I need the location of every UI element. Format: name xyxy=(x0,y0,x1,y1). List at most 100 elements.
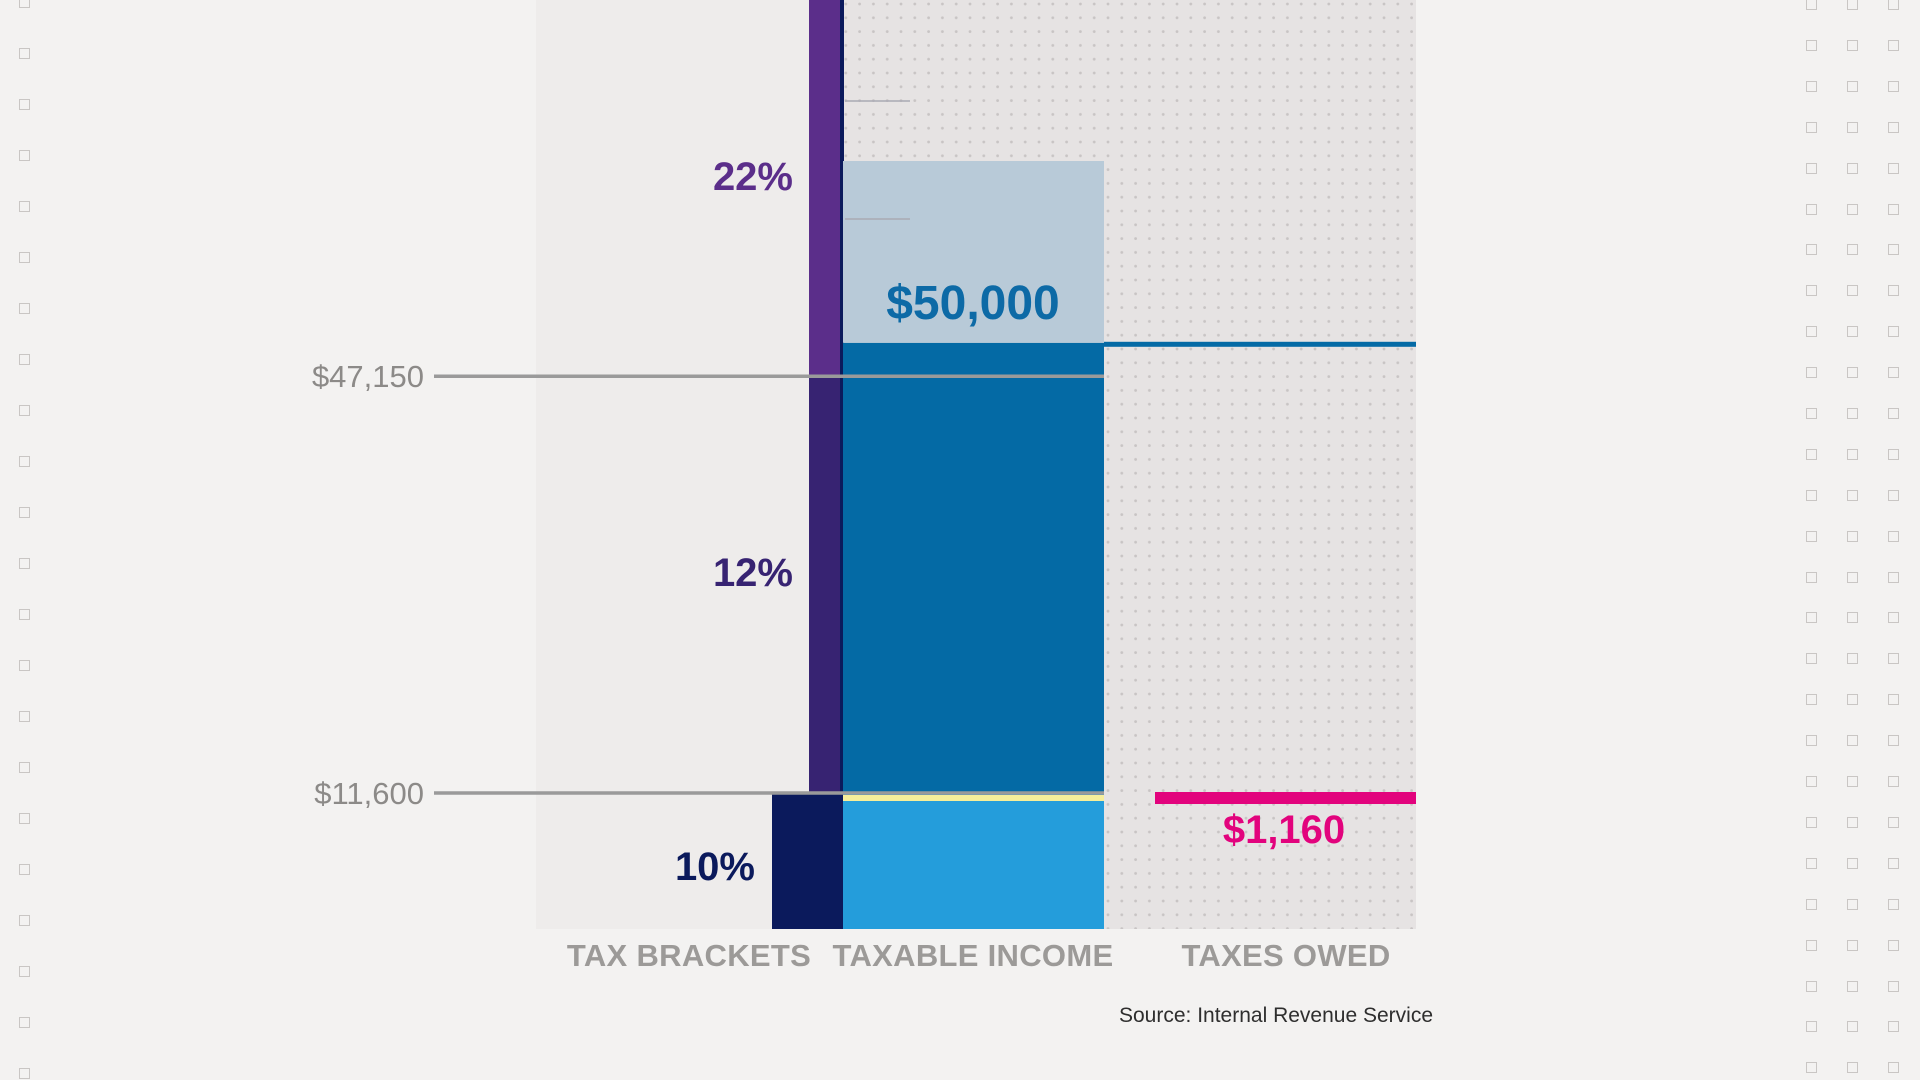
square-pattern-left xyxy=(19,507,30,518)
square-pattern-left xyxy=(19,915,30,926)
square-pattern-right xyxy=(1806,858,1817,869)
square-pattern-right xyxy=(1847,326,1858,337)
bracket-bar-22pct xyxy=(809,0,843,377)
square-pattern-right xyxy=(1806,612,1817,623)
x-tick-tax-brackets: TAX BRACKETS xyxy=(566,938,812,973)
square-pattern-right xyxy=(1847,694,1858,705)
bracket-bar-10pct xyxy=(772,793,843,929)
square-pattern-right xyxy=(1847,285,1858,296)
income-bar-10pct xyxy=(843,793,1104,929)
square-pattern-right xyxy=(1806,1021,1817,1032)
square-pattern-right xyxy=(1806,0,1817,10)
square-pattern-right xyxy=(1847,408,1858,419)
square-pattern-left xyxy=(19,201,30,212)
square-pattern-left xyxy=(19,0,30,8)
square-pattern-left xyxy=(19,99,30,110)
square-pattern-right xyxy=(1847,858,1858,869)
income-projection-area xyxy=(843,161,1104,343)
square-pattern-right xyxy=(1888,572,1899,583)
square-pattern-left xyxy=(19,405,30,416)
square-pattern-right xyxy=(1888,531,1899,542)
square-pattern-right xyxy=(1888,408,1899,419)
square-pattern-right xyxy=(1847,367,1858,378)
square-pattern-right xyxy=(1888,776,1899,787)
square-pattern-left xyxy=(19,711,30,722)
square-pattern-left xyxy=(19,966,30,977)
square-pattern-left xyxy=(19,1068,30,1079)
square-pattern-left xyxy=(19,354,30,365)
square-pattern-right xyxy=(1847,449,1858,460)
square-pattern-right xyxy=(1806,326,1817,337)
square-pattern-right xyxy=(1847,817,1858,828)
square-pattern-left xyxy=(19,48,30,59)
square-pattern-right xyxy=(1888,1062,1899,1073)
square-pattern-right xyxy=(1806,163,1817,174)
square-pattern-left xyxy=(19,864,30,875)
square-pattern-right xyxy=(1806,899,1817,910)
rate-label-10pct: 10% xyxy=(675,845,755,889)
square-pattern-right xyxy=(1847,735,1858,746)
income-level-line xyxy=(1104,341,1416,347)
square-pattern-right xyxy=(1806,735,1817,746)
square-pattern-right xyxy=(1847,1021,1858,1032)
square-pattern-right xyxy=(1888,326,1899,337)
source-note: Source: Internal Revenue Service xyxy=(1119,1004,1434,1027)
threshold-label-1: $47,150 xyxy=(312,359,424,394)
rate-label-22pct: 22% xyxy=(713,155,793,199)
square-pattern-right xyxy=(1806,694,1817,705)
square-pattern-right xyxy=(1806,531,1817,542)
rate-label-12pct: 12% xyxy=(713,551,793,595)
square-pattern-left xyxy=(19,558,30,569)
square-pattern-right xyxy=(1888,735,1899,746)
square-pattern-right xyxy=(1806,367,1817,378)
square-pattern-right xyxy=(1847,612,1858,623)
square-pattern-right xyxy=(1847,163,1858,174)
square-pattern-left xyxy=(19,1017,30,1028)
square-pattern-right xyxy=(1806,653,1817,664)
square-pattern-right xyxy=(1847,531,1858,542)
square-pattern-right xyxy=(1847,40,1858,51)
square-pattern-right xyxy=(1888,817,1899,828)
square-pattern-left xyxy=(19,303,30,314)
square-pattern-right xyxy=(1847,776,1858,787)
square-pattern-right xyxy=(1806,940,1817,951)
square-pattern-right xyxy=(1888,899,1899,910)
square-pattern-right xyxy=(1847,899,1858,910)
square-pattern-left xyxy=(19,609,30,620)
square-pattern-right xyxy=(1806,81,1817,92)
bracket-divider xyxy=(840,0,844,929)
taxes-owed-label: $1,160 xyxy=(1223,808,1345,852)
square-pattern-right xyxy=(1888,285,1899,296)
square-pattern-right xyxy=(1888,858,1899,869)
square-pattern-right xyxy=(1847,0,1858,10)
x-tick-taxes-owed: TAXES OWED xyxy=(1181,938,1391,973)
square-pattern-left xyxy=(19,456,30,467)
square-pattern-right xyxy=(1888,163,1899,174)
square-pattern-right xyxy=(1847,122,1858,133)
square-pattern-left xyxy=(19,150,30,161)
taxes-owed-bar xyxy=(1155,792,1416,804)
square-pattern-right xyxy=(1888,204,1899,215)
square-pattern-right xyxy=(1888,0,1899,10)
square-pattern-right xyxy=(1806,122,1817,133)
square-pattern-right xyxy=(1806,408,1817,419)
square-pattern-right xyxy=(1847,81,1858,92)
square-pattern-right xyxy=(1888,490,1899,501)
square-pattern-right xyxy=(1806,285,1817,296)
square-pattern-right xyxy=(1806,490,1817,501)
square-pattern-right xyxy=(1847,981,1858,992)
square-pattern-right xyxy=(1888,122,1899,133)
square-pattern-right xyxy=(1806,981,1817,992)
square-pattern-left xyxy=(19,660,30,671)
square-pattern-right xyxy=(1806,776,1817,787)
income-highlight-band xyxy=(843,795,1104,801)
square-pattern-right xyxy=(1847,1062,1858,1073)
square-pattern-left xyxy=(19,762,30,773)
threshold-label-0: $11,600 xyxy=(314,776,424,811)
square-pattern-right xyxy=(1847,490,1858,501)
square-pattern-right xyxy=(1806,1062,1817,1073)
square-pattern-right xyxy=(1806,244,1817,255)
square-pattern-right xyxy=(1806,204,1817,215)
